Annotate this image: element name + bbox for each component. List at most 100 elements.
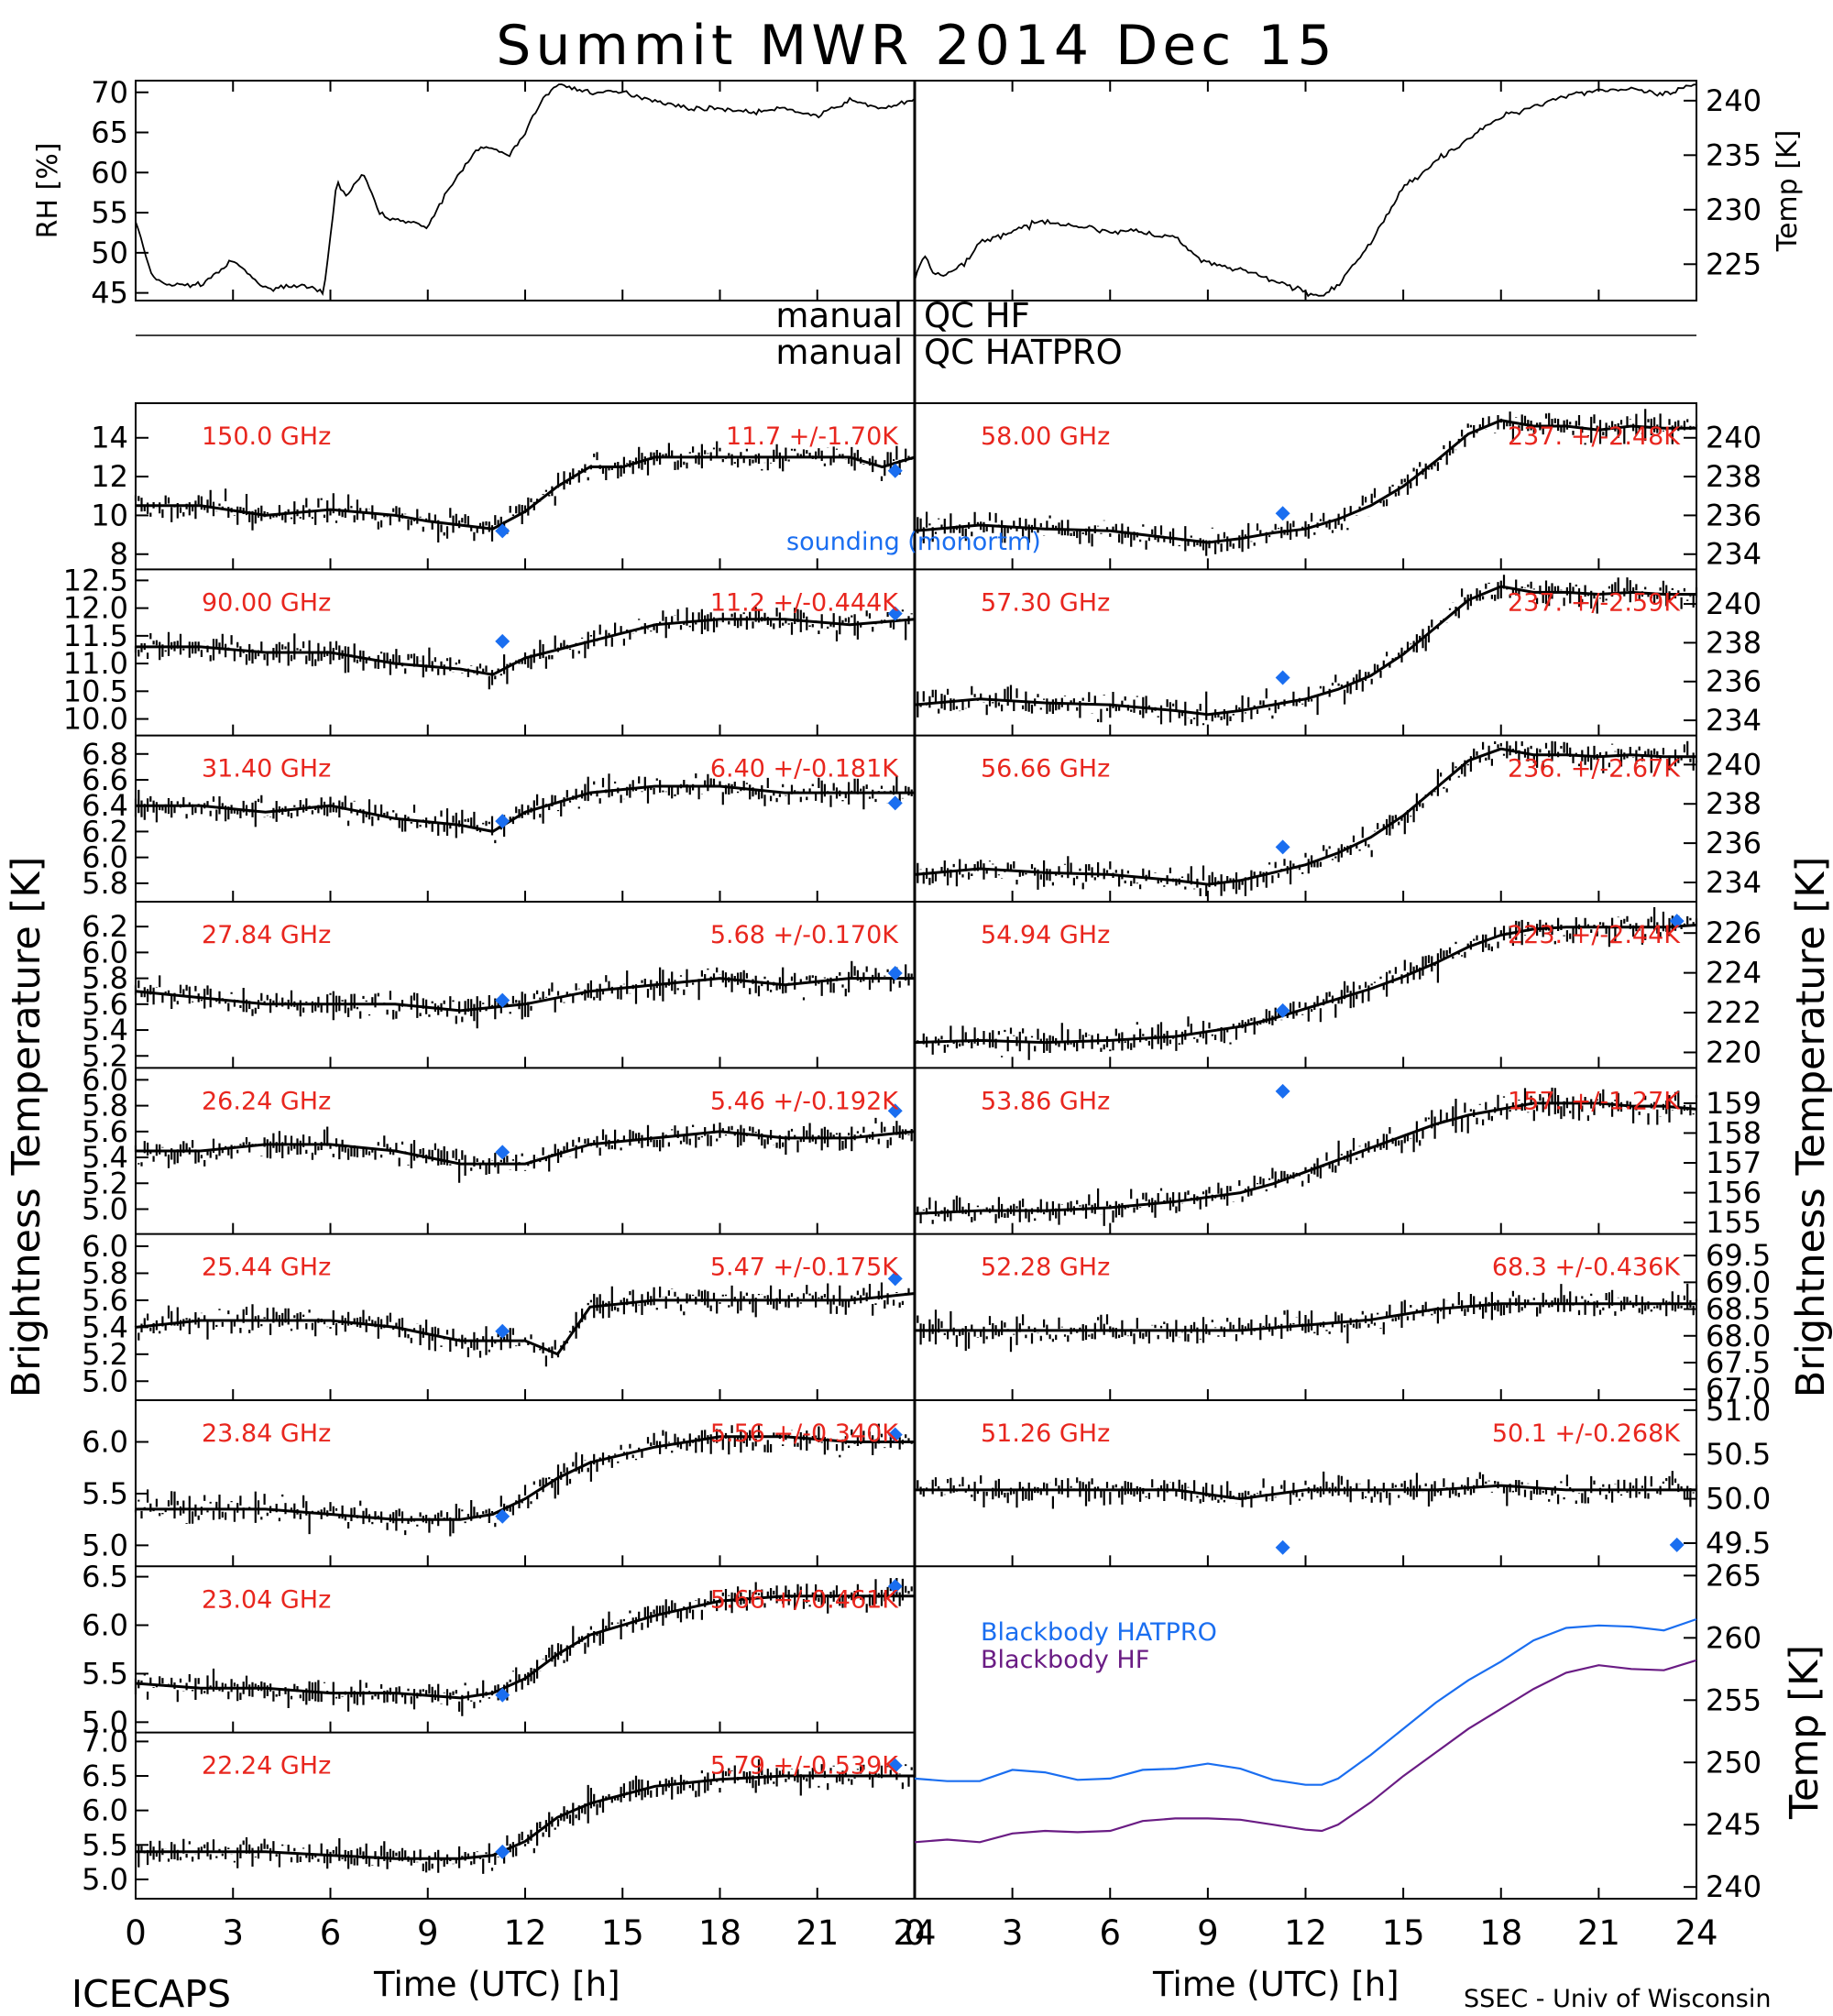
left-7-stats-label: 5.66 +/-0.461K [710, 1585, 899, 1614]
left-4-stats-label: 5.46 +/-0.192K [710, 1087, 899, 1115]
left-0-freq-label: 150.0 GHz [202, 422, 331, 451]
left-3-freq-label: 27.84 GHz [202, 921, 331, 949]
right-6-ytick-label: 50.5 [1706, 1437, 1771, 1472]
xaxis-label-right: Time (UTC) [h] [1152, 1965, 1399, 2004]
left-2-scatter-trace [134, 773, 916, 844]
xtick-label-right: 3 [1002, 1913, 1024, 1953]
left-0-ytick-label: 12 [91, 459, 128, 494]
left-4-ytick-label: 5.6 [82, 1114, 128, 1149]
right-0-ytick-label: 240 [1706, 421, 1762, 455]
left-7-ytick-label: 5.0 [82, 1704, 128, 1739]
right-1-mean-line [914, 585, 1696, 717]
right-0-ytick-label: 238 [1706, 459, 1762, 494]
left-6-sounding-marker [495, 1508, 510, 1524]
right-4-mean-line [914, 1101, 1697, 1215]
left-7-freq-label: 23.04 GHz [202, 1585, 331, 1614]
xtick-label-right: 18 [1479, 1913, 1522, 1953]
left-4-sounding-marker [495, 1145, 510, 1160]
left-0-mean-line [136, 455, 916, 531]
left-2-sounding-marker [495, 814, 510, 829]
right-5-stats-label: 68.3 +/-0.436K [1492, 1254, 1681, 1282]
xtick-label-right: 9 [1197, 1913, 1219, 1953]
right-5-ytick-label: 68.0 [1706, 1319, 1771, 1353]
right-5-scatter-trace [913, 1283, 1698, 1353]
right-3-stats-label: 223. +/-2.44K [1508, 921, 1681, 949]
right-2-ytick-label: 238 [1706, 786, 1762, 821]
left-7-ytick-label: 5.5 [82, 1656, 128, 1691]
left-5-scatter-trace [134, 1282, 916, 1367]
left-0-sounding-marker [495, 523, 510, 539]
left-0-ytick-label: 14 [91, 421, 128, 455]
qc-hatpro-text: QC HATPRO [924, 333, 1123, 372]
right-4-sounding-marker [1275, 1083, 1290, 1099]
right-0-freq-label: 58.00 GHz [981, 422, 1110, 451]
right-0-mean-line [914, 419, 1696, 544]
left-3-ytick-label: 6.0 [82, 935, 128, 970]
right-4-stats-label: 157. +/-1.27K [1508, 1087, 1681, 1115]
left-5-ytick-label: 5.6 [82, 1283, 128, 1318]
left-5-stats-label: 5.47 +/-0.175K [710, 1254, 899, 1282]
xtick-label-right: 0 [904, 1913, 926, 1953]
rh-ylabel: RH [%] [32, 143, 64, 239]
right-5-freq-label: 52.28 GHz [981, 1254, 1110, 1282]
left-3-ytick-label: 5.4 [82, 1013, 128, 1047]
left-2-ytick-label: 6.6 [82, 762, 128, 797]
left-1-scatter-trace [134, 607, 916, 690]
left-1-ytick-label: 11.5 [63, 619, 128, 653]
right-3-ytick-label: 222 [1706, 995, 1762, 1030]
left-8-sounding-marker [495, 1844, 510, 1859]
left-5-ytick-label: 5.2 [82, 1337, 128, 1372]
left-3-ytick-label: 5.2 [82, 1038, 128, 1073]
right-3-mean-line [914, 924, 1697, 1045]
xtick-label-left: 9 [417, 1913, 439, 1953]
right-1-sounding-marker [1275, 670, 1290, 685]
bb-ytick-label: 265 [1706, 1558, 1762, 1593]
xtick-label-left: 6 [320, 1913, 342, 1953]
left-6-ytick-label: 5.5 [82, 1476, 128, 1511]
rh-ytick-label: 50 [91, 236, 128, 270]
footer-left: ICECAPS [71, 1972, 231, 2016]
right-1-ytick-label: 238 [1706, 625, 1762, 660]
left-4-ytick-label: 5.8 [82, 1089, 128, 1123]
temp-ytick-label: 240 [1706, 83, 1762, 118]
xtick-label-right: 12 [1284, 1913, 1327, 1953]
left-6-mean-line [136, 1435, 915, 1521]
temp-line [914, 83, 1696, 298]
left-4-scatter-trace [134, 1117, 916, 1183]
right-2-ytick-label: 240 [1706, 747, 1762, 782]
left-1-ytick-label: 10.5 [63, 674, 128, 708]
left-2-ytick-label: 6.2 [82, 814, 128, 849]
sounding-legend: sounding (monortm) [786, 528, 1041, 556]
left-4-sounding-marker [887, 1103, 903, 1119]
left-1-sounding-marker [887, 606, 903, 621]
bb-series-0 [914, 1617, 1697, 1786]
left-0-ytick-label: 10 [91, 498, 128, 532]
xtick-label-left: 18 [698, 1913, 741, 1953]
right-3-ytick-label: 220 [1706, 1035, 1762, 1069]
left-5-sounding-marker [887, 1271, 903, 1287]
right-0-ytick-label: 234 [1706, 537, 1762, 572]
left-1-ytick-label: 11.0 [63, 646, 128, 681]
ylabel-right: Brightness Temperature [K] [1788, 857, 1833, 1398]
qc-hf-label: manual [775, 296, 903, 335]
left-1-ytick-label: 12.5 [63, 563, 128, 597]
right-2-stats-label: 236. +/-2.67K [1508, 755, 1681, 783]
left-7-sounding-marker [495, 1687, 510, 1703]
left-3-mean-line [135, 977, 915, 1013]
bb-ytick-label: 255 [1706, 1682, 1762, 1717]
rh-ytick-label: 45 [91, 276, 128, 311]
right-6-ytick-label: 49.5 [1706, 1526, 1771, 1561]
bb-ytick-label: 245 [1706, 1807, 1762, 1842]
left-2-sounding-marker [887, 795, 903, 811]
footer-right: SSEC - Univ of Wisconsin [1464, 1985, 1771, 2013]
left-0-ytick-label: 8 [110, 537, 128, 572]
left-2-ytick-label: 6.0 [82, 840, 128, 875]
right-4-freq-label: 53.86 GHz [981, 1087, 1110, 1115]
left-8-stats-label: 5.79 +/-0.539K [710, 1752, 899, 1780]
right-6-ytick-label: 51.0 [1706, 1393, 1771, 1428]
left-1-ytick-label: 12.0 [63, 591, 128, 626]
left-5-ytick-label: 5.4 [82, 1309, 128, 1344]
temp-ytick-label: 235 [1706, 137, 1762, 172]
xtick-label-right: 6 [1099, 1913, 1121, 1953]
bb-ylabel: Temp [K] [1782, 1645, 1828, 1820]
